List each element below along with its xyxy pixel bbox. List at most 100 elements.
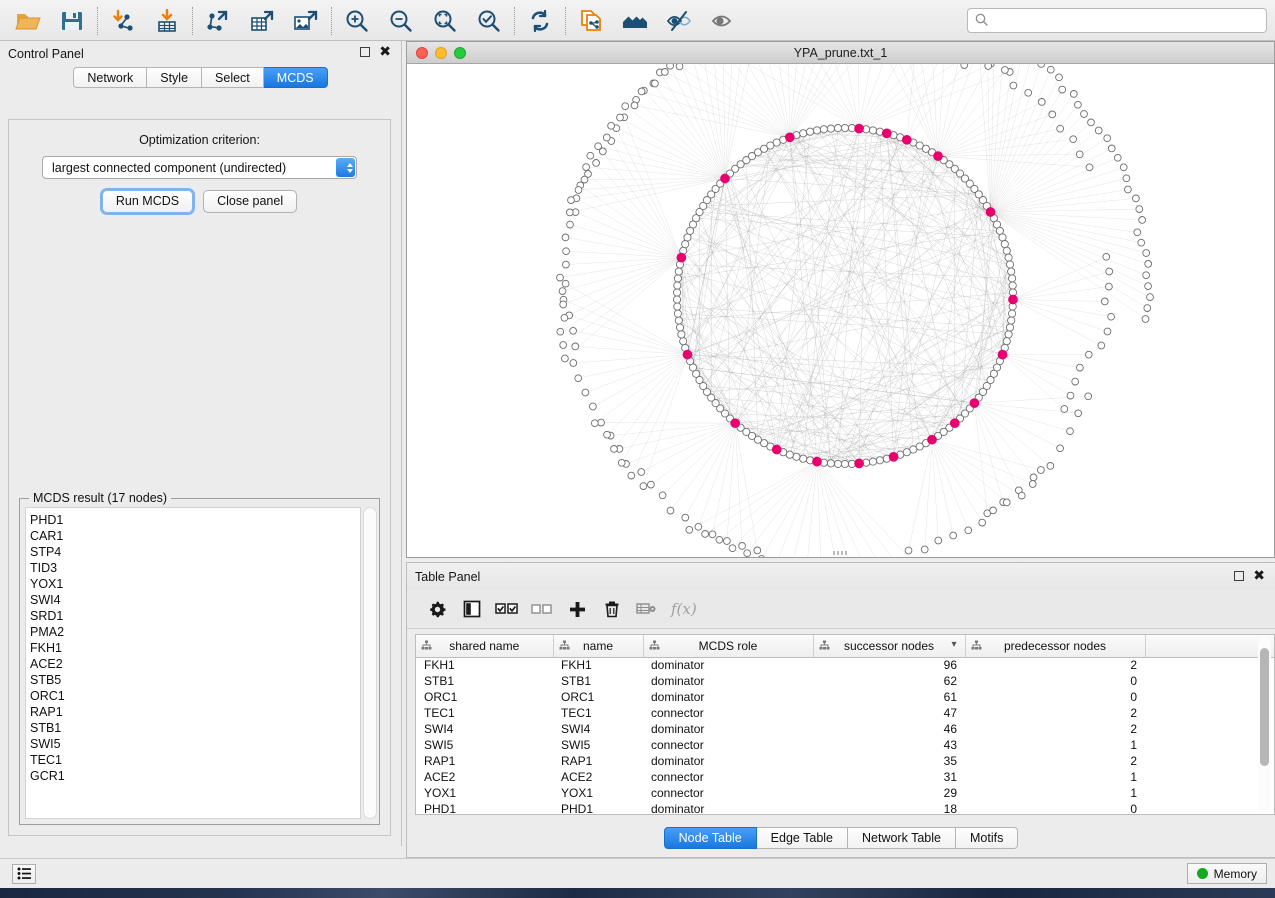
graph-node-leaf[interactable] bbox=[584, 170, 592, 178]
graph-node-leaf[interactable] bbox=[1046, 65, 1055, 74]
table-row[interactable]: FKH1 FKH1 dominator 96 2 bbox=[416, 657, 1274, 673]
graph-node-default[interactable] bbox=[736, 160, 745, 169]
graph-node-leaf[interactable] bbox=[1144, 260, 1153, 268]
cell-shared-name[interactable]: ACE2 bbox=[424, 770, 456, 784]
column-options-icon[interactable] bbox=[631, 594, 663, 624]
graph-node-mcds-selected[interactable] bbox=[997, 349, 1008, 360]
graph-node-leaf[interactable] bbox=[1142, 249, 1151, 257]
graph-node-default[interactable] bbox=[806, 127, 815, 136]
zoom-in-icon[interactable] bbox=[335, 0, 379, 41]
graph-node-leaf[interactable] bbox=[567, 196, 575, 204]
graph-node-leaf[interactable] bbox=[904, 546, 913, 555]
global-search-box[interactable] bbox=[967, 8, 1267, 33]
import-network-icon[interactable] bbox=[101, 0, 145, 41]
graph-node-leaf[interactable] bbox=[561, 279, 570, 288]
import-table-icon[interactable] bbox=[145, 0, 189, 41]
mcds-result-item[interactable]: ORC1 bbox=[30, 689, 65, 703]
graph-node-mcds-selected[interactable] bbox=[1008, 294, 1018, 305]
graph-node-leaf[interactable] bbox=[989, 506, 997, 515]
graph-node-mcds-selected[interactable] bbox=[676, 252, 687, 263]
graph-node-default[interactable] bbox=[679, 337, 688, 346]
graph-node-leaf[interactable] bbox=[960, 64, 969, 69]
graph-node-leaf[interactable] bbox=[565, 208, 574, 217]
graph-node-leaf[interactable] bbox=[1037, 64, 1046, 68]
graph-node-default[interactable] bbox=[875, 456, 884, 465]
cell-successor-nodes[interactable]: 47 bbox=[943, 706, 957, 720]
graph-node-leaf[interactable] bbox=[639, 482, 648, 490]
graph-node-leaf[interactable] bbox=[715, 535, 724, 544]
graph-node-leaf[interactable] bbox=[603, 430, 611, 439]
graph-node-default[interactable] bbox=[688, 220, 698, 229]
graph-node-leaf[interactable] bbox=[1097, 341, 1106, 350]
graph-node-leaf[interactable] bbox=[1105, 267, 1114, 276]
graph-node-leaf[interactable] bbox=[1100, 297, 1109, 306]
graph-node-default[interactable] bbox=[1005, 323, 1015, 332]
graph-node-leaf[interactable] bbox=[1141, 315, 1150, 323]
task-history-icon[interactable] bbox=[12, 863, 36, 884]
cell-successor-nodes[interactable]: 61 bbox=[943, 690, 957, 704]
graph-node-leaf[interactable] bbox=[701, 530, 709, 538]
graph-node-default[interactable] bbox=[673, 281, 682, 290]
table-row[interactable]: RAP1 RAP1 dominator 35 2 bbox=[416, 753, 1274, 769]
graph-node-default[interactable] bbox=[1008, 309, 1017, 318]
tab-node-table[interactable]: Node Table bbox=[663, 827, 757, 849]
graph-node-leaf[interactable] bbox=[561, 354, 569, 363]
mcds-result-item[interactable]: FKH1 bbox=[30, 641, 62, 655]
table-row[interactable]: TEC1 TEC1 connector 47 2 bbox=[416, 705, 1274, 721]
cell-shared-name[interactable]: SWI5 bbox=[424, 738, 454, 752]
graph-node-leaf[interactable] bbox=[978, 518, 987, 527]
cell-successor-nodes[interactable]: 18 bbox=[943, 802, 957, 815]
graph-node-default[interactable] bbox=[1005, 260, 1015, 269]
graph-node-leaf[interactable] bbox=[1066, 391, 1075, 400]
graph-node-leaf[interactable] bbox=[1058, 85, 1067, 94]
graph-node-leaf[interactable] bbox=[1074, 409, 1083, 418]
graph-node-leaf[interactable] bbox=[556, 327, 565, 336]
graph-node-leaf[interactable] bbox=[569, 359, 578, 367]
mcds-result-item[interactable]: GCR1 bbox=[30, 769, 65, 783]
cell-name[interactable]: SWI5 bbox=[561, 738, 591, 752]
cell-name[interactable]: ACE2 bbox=[561, 770, 593, 784]
settings-gear-icon[interactable] bbox=[421, 594, 453, 624]
graph-node-mcds-selected[interactable] bbox=[881, 128, 892, 139]
graph-node-leaf[interactable] bbox=[574, 186, 583, 194]
graph-node-default[interactable] bbox=[868, 457, 878, 466]
graph-node-leaf[interactable] bbox=[681, 513, 690, 522]
table-vertical-scrollbar[interactable] bbox=[1258, 638, 1271, 811]
graph-node-leaf[interactable] bbox=[607, 121, 615, 130]
optimization-criterion-select[interactable]: largest connected component (undirected) bbox=[42, 156, 357, 179]
graph-node-leaf[interactable] bbox=[1066, 427, 1074, 436]
graph-node-leaf[interactable] bbox=[1087, 118, 1095, 127]
graph-node-leaf[interactable] bbox=[1048, 110, 1057, 119]
graph-node-default[interactable] bbox=[978, 196, 988, 205]
graph-node-leaf[interactable] bbox=[617, 458, 626, 467]
graph-node-leaf[interactable] bbox=[1084, 392, 1093, 401]
graph-node-default[interactable] bbox=[731, 164, 740, 173]
cell-successor-nodes[interactable]: 96 bbox=[943, 658, 957, 672]
graph-node-leaf[interactable] bbox=[1146, 293, 1154, 301]
graph-node-default[interactable] bbox=[950, 164, 959, 173]
graph-node-leaf[interactable] bbox=[708, 530, 717, 539]
mcds-result-item[interactable]: SRD1 bbox=[30, 609, 64, 623]
graph-node-leaf[interactable] bbox=[743, 549, 752, 557]
graph-node-leaf[interactable] bbox=[1009, 81, 1018, 90]
cell-predecessor-nodes[interactable]: 0 bbox=[1130, 802, 1137, 815]
graph-node-default[interactable] bbox=[760, 144, 769, 153]
graph-node-mcds-selected[interactable] bbox=[730, 418, 741, 429]
cell-predecessor-nodes[interactable]: 2 bbox=[1130, 722, 1137, 736]
table-row[interactable]: SWI4 SWI4 dominator 46 2 bbox=[416, 721, 1274, 737]
graph-node-default[interactable] bbox=[720, 409, 730, 418]
graph-node-leaf[interactable] bbox=[586, 151, 595, 160]
close-panel-icon[interactable]: ✖ bbox=[379, 44, 391, 60]
cell-mcds-role[interactable]: connector bbox=[651, 738, 704, 752]
graph-node-mcds-selected[interactable] bbox=[888, 451, 899, 462]
graph-node-mcds-selected[interactable] bbox=[949, 418, 960, 429]
graph-node-leaf[interactable] bbox=[1103, 134, 1112, 143]
cell-successor-nodes[interactable]: 43 bbox=[943, 738, 957, 752]
delete-column-icon[interactable] bbox=[596, 594, 628, 624]
graph-node-leaf[interactable] bbox=[1024, 88, 1033, 97]
cell-mcds-role[interactable]: dominator bbox=[651, 722, 705, 736]
column-header-mcds-role[interactable]: MCDS role bbox=[643, 635, 814, 658]
graph-node-default[interactable] bbox=[1000, 240, 1009, 249]
graph-node-default[interactable] bbox=[970, 184, 979, 193]
graph-node-leaf[interactable] bbox=[1144, 282, 1152, 290]
